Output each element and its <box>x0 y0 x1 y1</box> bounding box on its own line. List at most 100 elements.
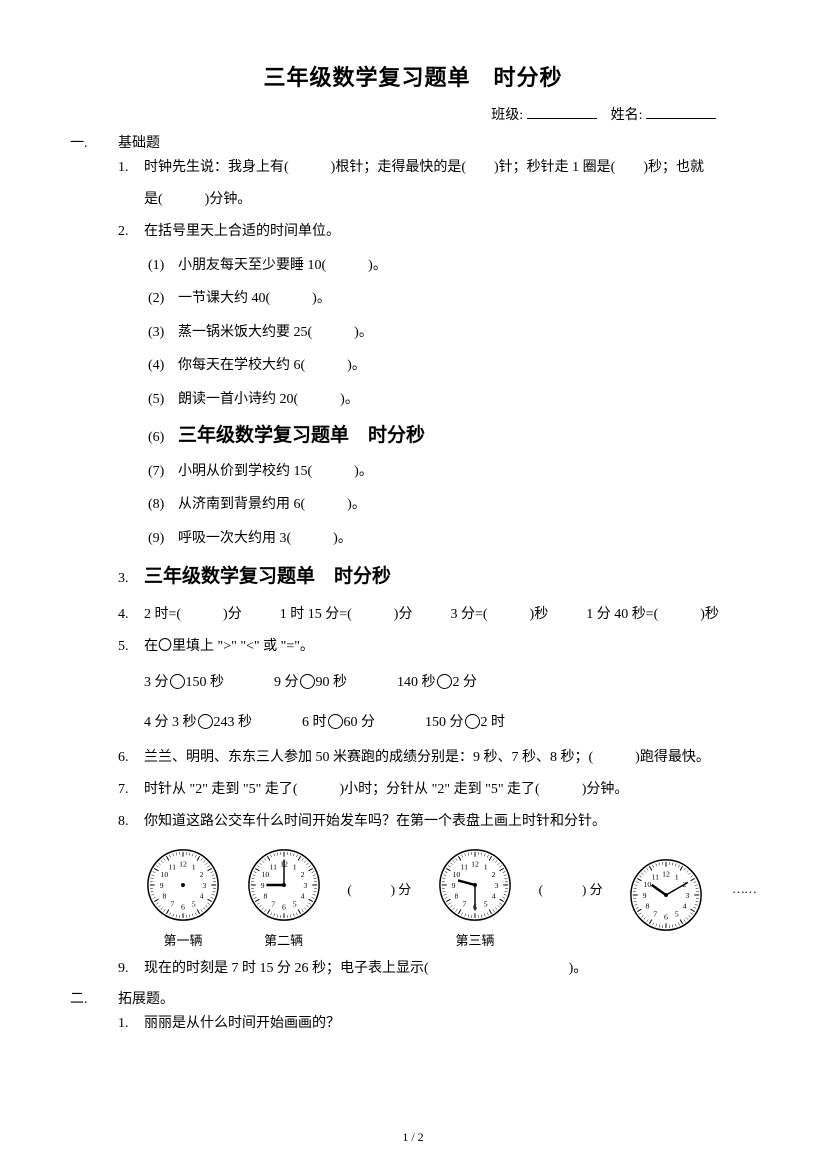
name-blank[interactable] <box>646 105 716 119</box>
page-title: 三年级数学复习题单 时分秒 <box>70 60 756 92</box>
svg-text:12: 12 <box>179 860 187 869</box>
compare-circle[interactable] <box>300 674 315 689</box>
q5: 5. 在〇里填上 ">" "<" 或 "="。 <box>118 631 756 663</box>
q9: 9. 现在的时刻是 7 时 15 分 26 秒；电子表上显示( )。 <box>118 953 756 985</box>
clock-1: 123456789101112 第一辆 <box>144 846 222 949</box>
q2-sub-1: (1)小朋友每天至少要睡 10( )。 <box>148 249 756 283</box>
compare-circle[interactable] <box>328 714 343 729</box>
question-list: 1. 时钟先生说：我身上有( )根针；走得最快的是( )针；秒针走 1 圈是( … <box>118 152 756 986</box>
svg-text:4: 4 <box>492 892 496 901</box>
svg-text:5: 5 <box>675 909 679 918</box>
svg-text:9: 9 <box>160 881 164 890</box>
svg-text:1: 1 <box>675 872 679 881</box>
q2-sub-2: (2)一节课大约 40( )。 <box>148 282 756 316</box>
q2-sub-9: (9)呼吸一次大约用 3( )。 <box>148 522 756 556</box>
svg-text:2: 2 <box>200 871 204 880</box>
q2-sub-8: (8)从济南到背景约用 6( )。 <box>148 488 756 522</box>
compare-circle[interactable] <box>198 714 213 729</box>
q8: 8. 你知道这路公交车什么时间开始发车吗？在第一个表盘上画上时针和分针。 <box>118 806 756 838</box>
svg-text:6: 6 <box>181 903 185 912</box>
q8-num: 8. <box>118 806 144 838</box>
q7-num: 7. <box>118 774 144 806</box>
svg-text:10: 10 <box>453 871 461 880</box>
q6: 6. 兰兰、明明、东东三人参加 50 米赛跑的成绩分别是：9 秒、7 秒、8 秒… <box>118 742 756 774</box>
header-line: 班级: 姓名: <box>70 104 756 124</box>
section-one-num: 一. <box>70 132 118 152</box>
clock-2: 123456789101112 第二辆 <box>245 846 323 949</box>
q6-body: 兰兰、明明、东东三人参加 50 米赛跑的成绩分别是：9 秒、7 秒、8 秒；( … <box>144 742 756 774</box>
svg-text:9: 9 <box>452 881 456 890</box>
clock-3: 123456789101112 第三辆 <box>436 846 514 949</box>
q2: 2. 在括号里天上合适的时间单位。 <box>118 216 756 248</box>
q1: 1. 时钟先生说：我身上有( )根针；走得最快的是( )针；秒针走 1 圈是( … <box>118 152 756 184</box>
svg-text:12: 12 <box>471 860 479 869</box>
svg-text:8: 8 <box>162 892 166 901</box>
svg-text:11: 11 <box>169 863 177 872</box>
clock-face-1: 123456789101112 <box>144 846 222 924</box>
section-two: 二. 拓展题。 <box>70 988 756 1008</box>
svg-text:4: 4 <box>683 901 687 910</box>
q1-line2: 是( )分钟。 <box>118 184 756 216</box>
q3-heading: 三年级数学复习题单 时分秒 <box>144 555 756 599</box>
section-two-num: 二. <box>70 988 118 1008</box>
q7-body: 时针从 "2" 走到 "5" 走了( )小时；分针从 "2" 走到 "5" 走了… <box>144 774 756 806</box>
q7: 7. 时针从 "2" 走到 "5" 走了( )小时；分针从 "2" 走到 "5"… <box>118 774 756 806</box>
clock-4: 123456789101112 <box>627 856 705 940</box>
compare-circle[interactable] <box>170 674 185 689</box>
q1-num: 1. <box>118 152 144 184</box>
svg-text:7: 7 <box>170 900 174 909</box>
svg-text:11: 11 <box>652 872 660 881</box>
q2-sub-7: (7)小明从价到学校约 15( )。 <box>148 455 756 489</box>
svg-text:12: 12 <box>662 869 670 878</box>
svg-text:9: 9 <box>260 881 264 890</box>
q2-sub-6: (6)三年级数学复习题单 时分秒 <box>148 417 756 455</box>
svg-text:1: 1 <box>292 863 296 872</box>
q6-num: 6. <box>118 742 144 774</box>
svg-text:1: 1 <box>484 863 488 872</box>
svg-text:8: 8 <box>646 901 650 910</box>
svg-text:7: 7 <box>271 900 275 909</box>
q9-body: 现在的时刻是 7 时 15 分 26 秒；电子表上显示( )。 <box>144 953 756 985</box>
clock-face-3: 123456789101112 <box>436 846 514 924</box>
svg-text:11: 11 <box>461 863 469 872</box>
svg-text:4: 4 <box>200 892 204 901</box>
ext-q1-body: 丽丽是从什么时间开始画画的？ <box>144 1008 756 1040</box>
q5-num: 5. <box>118 631 144 663</box>
svg-text:11: 11 <box>269 863 277 872</box>
clocks-row: 123456789101112 第一辆 123456789101112 第二辆 … <box>144 846 756 949</box>
svg-text:2: 2 <box>492 871 496 880</box>
svg-text:2: 2 <box>300 871 304 880</box>
svg-text:10: 10 <box>644 880 652 889</box>
svg-text:3: 3 <box>303 881 307 890</box>
q2-subs: (1)小朋友每天至少要睡 10( )。 (2)一节课大约 40( )。 (3)蒸… <box>148 249 756 556</box>
section-one: 一. 基础题 <box>70 132 756 152</box>
svg-text:1: 1 <box>192 863 196 872</box>
q2-intro: 在括号里天上合适的时间单位。 <box>144 216 756 248</box>
ellipsis: …… <box>732 881 756 897</box>
q4: 4. 2 时=( )分 1 时 15 分=( )分 3 分=( )秒 1 分 4… <box>118 599 756 631</box>
svg-text:3: 3 <box>494 881 498 890</box>
svg-text:4: 4 <box>300 892 304 901</box>
svg-text:3: 3 <box>202 881 206 890</box>
class-label: 班级: <box>491 108 523 123</box>
q3: 3. 三年级数学复习题单 时分秒 <box>118 555 756 599</box>
q2-sub-3: (3)蒸一锅米饭大约要 25( )。 <box>148 316 756 350</box>
q5-row1: 3 分150 秒 9 分90 秒 140 秒2 分 <box>144 663 756 702</box>
clock-face-2: 123456789101112 <box>245 846 323 924</box>
q4-body: 2 时=( )分 1 时 15 分=( )分 3 分=( )秒 1 分 40 秒… <box>144 599 756 631</box>
q4-num: 4. <box>118 599 144 631</box>
svg-text:10: 10 <box>261 871 269 880</box>
svg-text:10: 10 <box>161 871 169 880</box>
name-label: 姓名: <box>611 108 643 123</box>
class-blank[interactable] <box>527 105 597 119</box>
compare-circle[interactable] <box>437 674 452 689</box>
svg-text:9: 9 <box>643 891 647 900</box>
svg-text:5: 5 <box>292 900 296 909</box>
clock-gap-2: ( ) 分 <box>537 879 605 898</box>
ext-q1-num: 1. <box>118 1008 144 1040</box>
svg-text:3: 3 <box>686 891 690 900</box>
compare-circle[interactable] <box>465 714 480 729</box>
section-one-label: 基础题 <box>118 132 756 152</box>
clock-gap-1: ( ) 分 <box>345 879 413 898</box>
q1-body: 时钟先生说：我身上有( )根针；走得最快的是( )针；秒针走 1 圈是( )秒；… <box>144 152 756 184</box>
